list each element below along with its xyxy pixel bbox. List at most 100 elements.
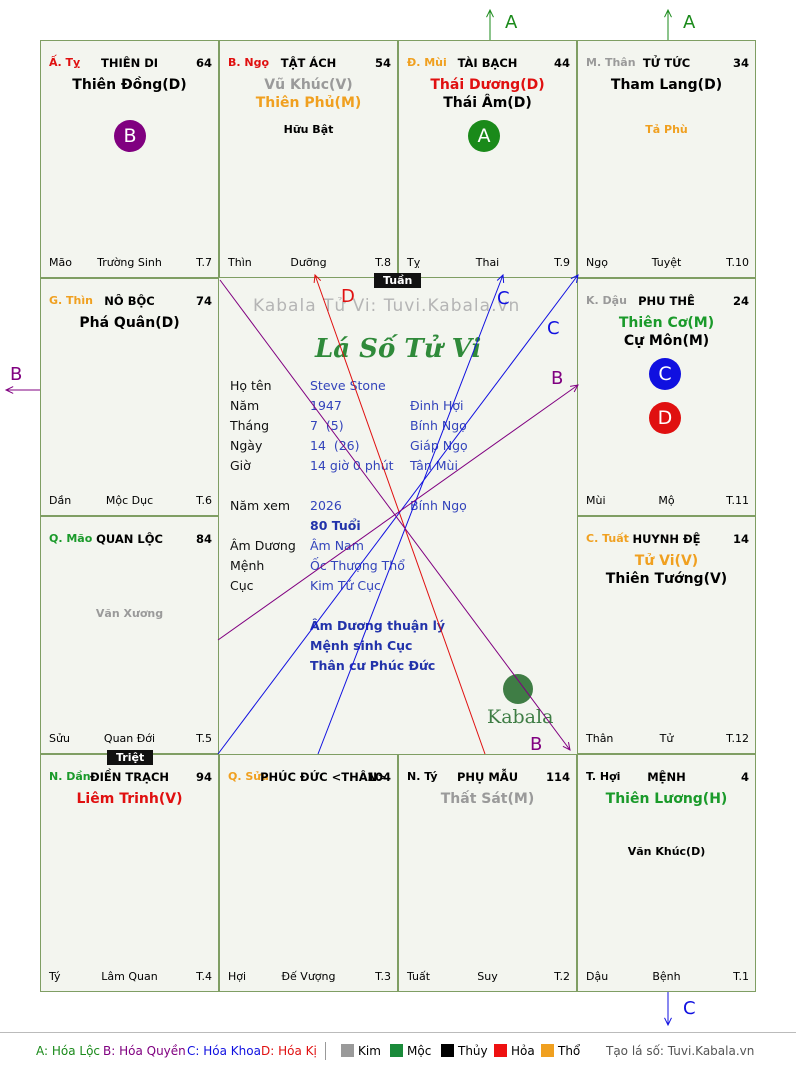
main-stars: Thiên Đồng(D) (41, 76, 218, 94)
main-star: Cự Môn(M) (623, 333, 710, 349)
main-star: Tử Vi(V) (634, 553, 699, 569)
cuc-label: Cục (230, 578, 254, 593)
palace-branch: Tỵ (407, 256, 421, 269)
hoa-swatch (494, 1044, 507, 1057)
life-stage: Trường Sinh (97, 256, 162, 269)
palace-branch: Mùi (586, 494, 606, 507)
arrow-label-a: A (683, 12, 696, 33)
palace-name: THIÊN DI (100, 56, 159, 70)
minor-star: Văn Xương (95, 607, 164, 620)
palace-score: 14 (732, 532, 749, 546)
hoa-b-arrow (219, 279, 571, 751)
age-range: T.7 (196, 256, 212, 269)
arrowhead-icon (664, 1017, 672, 1027)
palace-branch: Tuất (407, 970, 431, 983)
hoa-c-arrow (217, 274, 579, 755)
arrowhead-icon (4, 386, 14, 394)
main-star: Thái Âm(D) (443, 95, 532, 111)
ngay-label: Ngày (230, 438, 263, 453)
palace-score: 84 (195, 532, 212, 546)
minor-star: Văn Khúc(D) (627, 845, 706, 858)
life-stage: Suy (477, 970, 498, 983)
life-stage: Thai (475, 256, 500, 269)
main-star: Thiên Tướng(V) (605, 571, 728, 587)
palace-score: 34 (732, 56, 749, 70)
kabala-logo: Kabala (487, 674, 557, 734)
palace-name: PHÚC ĐỨC <THÂN> (260, 770, 387, 784)
kim-swatch (341, 1044, 354, 1057)
palace-cell: Q. Mão QUAN LỘC 84 Văn Xương Sửu Quan Đới T.5 (40, 516, 219, 754)
main-stars: Tham Lang(D) (578, 76, 755, 94)
life-stage: Mộc Dục (105, 494, 154, 507)
main-star: Vũ Khúc(V) (264, 77, 353, 93)
palace-stem: M. Thân (586, 56, 636, 69)
thuy-swatch (441, 1044, 454, 1057)
palace-name: PHỤ MẪU (456, 770, 519, 784)
palace-score: 104 (366, 770, 391, 784)
arrowhead-icon (486, 8, 494, 18)
thang-value: 7 (5) (310, 418, 344, 433)
palace-branch: Thìn (228, 256, 252, 269)
note-menh-cuc: Mệnh sinh Cục (310, 638, 413, 653)
arrow-label-d: D (341, 286, 355, 307)
tho-swatch (541, 1044, 554, 1057)
watermark: Kabala Tử Vi: Tuvi.Kabala.vn (253, 296, 521, 316)
nam-can-chi: Đinh Hợi (410, 398, 464, 413)
main-star: Thiên Đồng(D) (72, 77, 187, 93)
legend-hoa-loc: A: Hóa Lộc (36, 1044, 101, 1058)
age-range: T.12 (726, 732, 749, 745)
gio-label: Giờ (230, 458, 251, 473)
arrowhead-icon (570, 274, 579, 283)
life-stage: Tuyệt (651, 256, 682, 269)
main-star: Thiên Cơ(M) (618, 315, 715, 331)
palace-name: PHU THÊ (638, 294, 695, 308)
arrowhead-icon (496, 273, 505, 284)
thang-label: Tháng (230, 418, 270, 433)
arrow-label-c: C (497, 288, 510, 309)
main-star: Tham Lang(D) (610, 77, 723, 93)
palace-cell: B. Ngọ TẬT ÁCH 54 Vũ Khúc(V) Thiên Phủ(M) Hữu… (219, 40, 398, 278)
life-stage: Tử (659, 732, 674, 745)
note-am-duong: Âm Dương thuận lý (310, 618, 446, 633)
palace-cell: C. Tuất HUYNH ĐỆ 14 Tử Vi(V) Thiên Tướng(V) T… (577, 516, 756, 754)
legend-hoa-ki: D: Hóa Kị (261, 1044, 317, 1058)
life-stage: Đế Vượng (281, 970, 336, 983)
palace-stem: N. Dần (49, 770, 91, 783)
palace-name: NÔ BỘC (104, 294, 155, 308)
hoa-d-arrow (314, 274, 486, 755)
tuan-tag: Tuần (374, 273, 422, 288)
center-info-panel: Kabala Tử Vi: Tuvi.Kabala.vn Lá Số Tử Vi… (219, 278, 577, 754)
palace-stem: C. Tuất (586, 532, 629, 545)
palace-branch: Ngọ (586, 256, 608, 269)
palace-name: HUYNH ĐỆ (632, 532, 701, 546)
gio-can-chi: Tân Mùi (410, 458, 458, 473)
tuoi-value: 80 Tuổi (310, 518, 361, 533)
main-stars: Vũ Khúc(V) Thiên Phủ(M) (220, 76, 397, 112)
age-range: T.8 (375, 256, 391, 269)
palace-branch: Tý (49, 970, 61, 983)
palace-branch: Sửu (49, 732, 70, 745)
legend-hoa-quyen: B: Hóa Quyền (103, 1044, 186, 1058)
hoa-b-arrow (217, 384, 579, 641)
palace-score: 74 (195, 294, 212, 308)
minor-star: Tả Phù (645, 123, 688, 136)
nam-label: Năm (230, 398, 260, 413)
tu-vi-chart: Kabala Tử Vi: Tuvi.Kabala.vn Lá Số Tử Vi… (40, 40, 756, 992)
palace-name: QUAN LỘC (96, 532, 163, 546)
moc-swatch (390, 1044, 403, 1057)
legend-divider (325, 1042, 326, 1060)
nam-xem-label: Năm xem (230, 498, 291, 513)
main-star: Phá Quân(D) (79, 315, 180, 331)
age-range: T.9 (554, 256, 570, 269)
palace-name: TÀI BẠCH (457, 56, 518, 70)
arrowhead-icon (313, 273, 322, 284)
legend-moc: Mộc (390, 1044, 431, 1058)
palace-score: 4 (740, 770, 749, 784)
palace-stem: Q. Sửu (228, 770, 269, 783)
main-star: Thái Dương(D) (430, 77, 545, 93)
legend-bar: A: Hóa Lộc B: Hóa Quyền C: Hóa Khoa D: H… (0, 1032, 796, 1071)
legend-hoa: Hỏa (494, 1044, 535, 1058)
main-stars: Thiên Cơ(M) Cự Môn(M) (578, 314, 755, 350)
arrowhead-icon (664, 8, 672, 18)
